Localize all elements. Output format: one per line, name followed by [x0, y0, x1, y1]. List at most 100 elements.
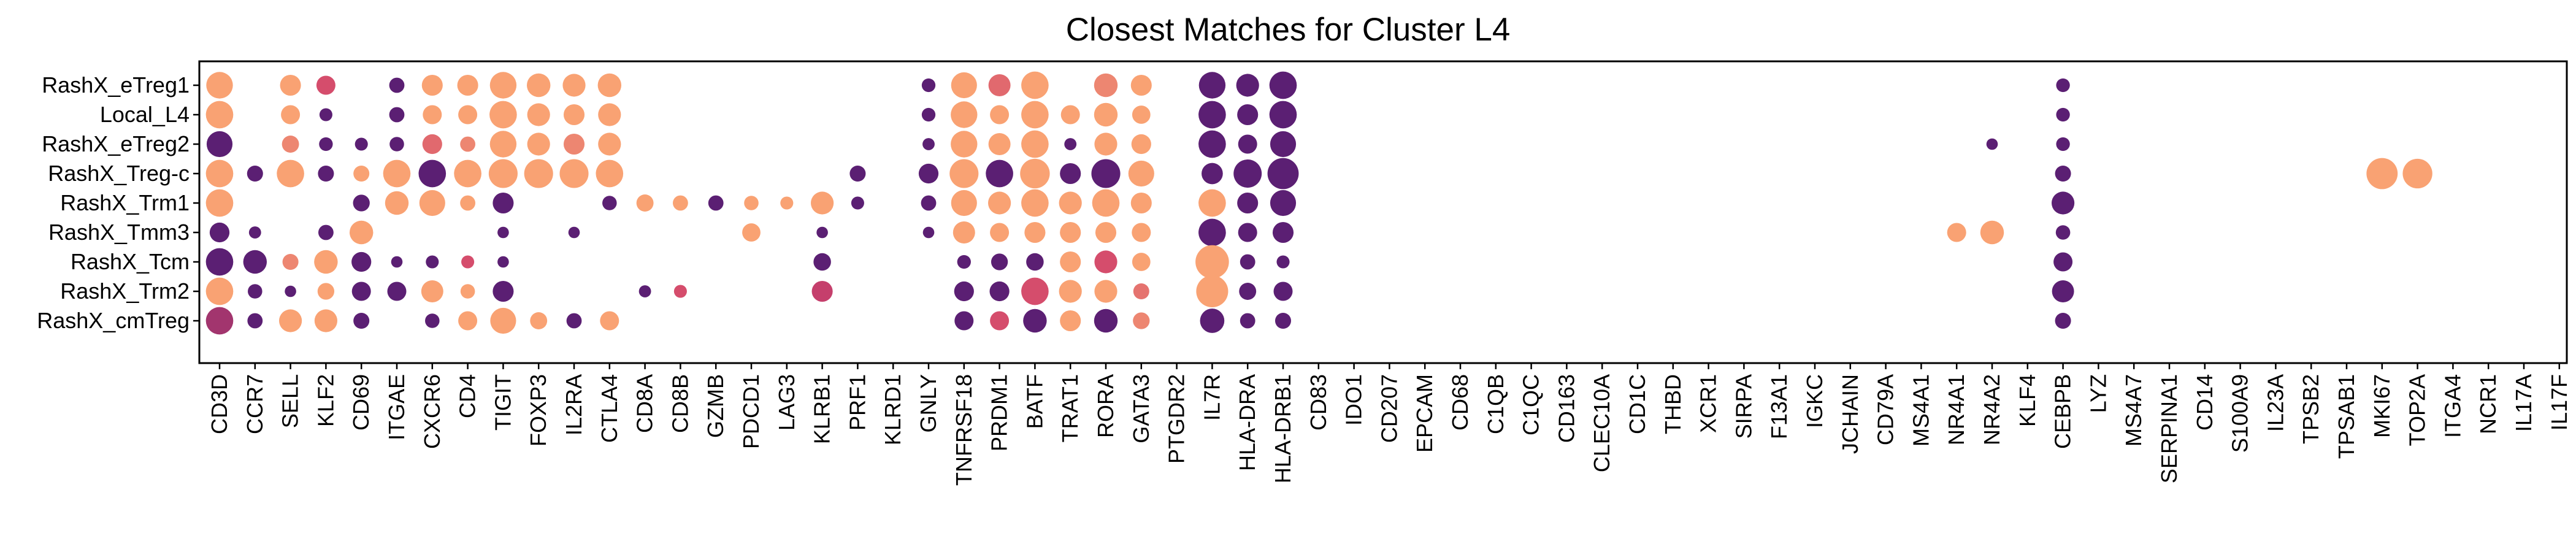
y-tick-label: RashX_cmTreg [37, 308, 190, 333]
dot-RashX_cmTreg-IL7R [1200, 309, 1225, 333]
x-tick-label: FOXP3 [526, 374, 551, 447]
dot-RashX_Trm1-TRAT1 [1059, 191, 1082, 215]
dot-RashX_Treg-c-CD4 [454, 159, 481, 188]
x-tick-label: IL17A [2511, 374, 2536, 432]
dot-RashX_Trm2-CXCR6 [421, 280, 443, 302]
dot-RashX_Treg-c-TRAT1 [1060, 163, 1081, 185]
dot-RashX_eTreg1-BATF [1021, 71, 1049, 99]
dot-RashX_eTreg2-BATF [1021, 130, 1049, 158]
x-tick-label: IL17F [2547, 374, 2572, 431]
dot-RashX_Treg-c-GATA3 [1128, 160, 1154, 187]
dot-Local_L4-RORA [1094, 102, 1118, 127]
dot-RashX_eTreg2-GATA3 [1131, 134, 1151, 155]
dot-RashX_eTreg1-CD3D [206, 72, 233, 99]
dot-RashX_Trm2-CEBPB [2052, 280, 2074, 302]
dot-RashX_Treg-c-RORA [1091, 159, 1121, 188]
dot-RashX_Tmm3-CD3D [209, 222, 230, 243]
dot-RashX_Tcm-RORA [1094, 250, 1117, 274]
dot-RashX_eTreg1-TIGIT [489, 72, 517, 99]
dot-RashX_eTreg1-GNLY [921, 78, 936, 93]
x-tick-label: C1QC [1519, 374, 1544, 435]
dot-RashX_cmTreg-IL2RA [566, 313, 582, 329]
dot-RashX_cmTreg-TRAT1 [1060, 310, 1081, 332]
x-tick-label: C1QB [1483, 374, 1508, 434]
x-tick-label: CD3D [207, 374, 232, 434]
dot-RashX_eTreg1-HLA-DRB1 [1269, 71, 1297, 99]
dot-RashX_eTreg2-GNLY [922, 138, 935, 150]
dot-RashX_Tcm-CXCR6 [426, 255, 439, 269]
x-tick-label: IL23A [2263, 374, 2288, 432]
dot-RashX_Tmm3-NR4A1 [1947, 223, 1966, 242]
dot-RashX_eTreg2-PRDM1 [988, 133, 1011, 155]
dot-Local_L4-FOXP3 [527, 103, 550, 126]
dot-RashX_Treg-c-TIGIT [488, 159, 518, 188]
dot-RashX_Trm1-CD8B [673, 195, 688, 211]
dot-Local_L4-IL2RA [563, 104, 585, 126]
dot-RashX_eTreg1-CD4 [457, 74, 478, 96]
dot-RashX_Tcm-CEBPB [2053, 252, 2073, 272]
dot-Local_L4-CXCR6 [423, 105, 442, 125]
dot-RashX_Tmm3-PDCD1 [742, 223, 761, 242]
dot-RashX_Treg-c-PRF1 [849, 165, 866, 182]
dot-Local_L4-CTLA4 [598, 103, 621, 126]
x-tick-label: GATA3 [1129, 374, 1154, 443]
x-tick-label: KLRD1 [880, 374, 905, 445]
dot-RashX_cmTreg-HLA-DRB1 [1275, 312, 1292, 329]
dot-RashX_eTreg2-CEBPB [2056, 137, 2070, 151]
dot-RashX_eTreg1-HLA-DRA [1236, 74, 1259, 97]
dot-RashX_Trm2-TNFRSF18 [954, 281, 974, 302]
dot-RashX_Trm1-CD69 [353, 194, 370, 212]
dot-RashX_Tmm3-GNLY [922, 226, 935, 239]
x-tick-label: SERPINA1 [2156, 374, 2182, 483]
x-tick-label: TNFRSF18 [951, 374, 976, 486]
dot-RashX_Trm1-PRF1 [851, 196, 864, 210]
dot-Local_L4-GATA3 [1132, 105, 1151, 124]
x-tick-label: CLEC10A [1589, 374, 1614, 472]
dot-RashX_eTreg2-CD4 [460, 136, 475, 152]
dot-RashX_Tcm-SELL [282, 253, 299, 270]
dot-RashX_Treg-c-CXCR6 [418, 159, 447, 188]
dot-RashX_Trm2-CCR7 [248, 284, 263, 299]
dot-RashX_Treg-c-IL2RA [559, 159, 589, 188]
x-tick-label: CXCR6 [420, 374, 445, 449]
dot-RashX_Tcm-TIGIT [497, 256, 509, 268]
dot-RashX_Trm2-HLA-DRB1 [1273, 282, 1293, 301]
dot-Local_L4-TIGIT [489, 101, 517, 129]
dot-RashX_eTreg1-KLF2 [316, 75, 335, 95]
dot-Local_L4-CD3D [205, 101, 234, 129]
dot-RashX_Tmm3-CCR7 [248, 226, 261, 239]
y-tick-label: RashX_Tmm3 [48, 220, 190, 245]
x-tick-label: MKI67 [2369, 374, 2394, 438]
dot-RashX_eTreg2-TRAT1 [1064, 138, 1077, 150]
dot-RashX_cmTreg-BATF [1023, 309, 1047, 333]
dot-RashX_eTreg1-FOXP3 [526, 73, 551, 98]
dot-RashX_eTreg2-ITGAE [389, 137, 404, 151]
dot-RashX_Treg-c-BATF [1020, 158, 1050, 189]
plot-border [198, 60, 2568, 364]
x-tick-label: NR4A1 [1944, 374, 1969, 445]
dot-RashX_Tmm3-PRDM1 [990, 223, 1010, 242]
dot-RashX_Trm2-TRAT1 [1059, 280, 1082, 303]
dot-Local_L4-HLA-DRA [1237, 104, 1259, 126]
dot-RashX_Trm1-CD8A [636, 194, 654, 212]
x-tick-label: PTGDR2 [1164, 374, 1189, 464]
x-tick-label: PDCD1 [738, 374, 764, 449]
dot-RashX_cmTreg-CCR7 [247, 313, 263, 329]
x-tick-label: CD1C [1625, 374, 1650, 434]
dot-RashX_Treg-c-IL7R [1202, 163, 1223, 185]
dot-Local_L4-PRDM1 [990, 105, 1010, 125]
dot-RashX_Treg-c-HLA-DRA [1233, 159, 1262, 188]
dot-RashX_Tmm3-GATA3 [1132, 223, 1151, 242]
x-tick-label: JCHAIN [1838, 374, 1863, 454]
dot-RashX_Tmm3-CD69 [349, 220, 374, 245]
dot-RashX_Tcm-HLA-DRB1 [1276, 255, 1290, 269]
dot-Local_L4-SELL [281, 105, 301, 125]
dot-RashX_eTreg2-HLA-DRA [1238, 134, 1257, 154]
x-tick-label: LAG3 [774, 374, 799, 431]
dot-RashX_Tcm-CD4 [461, 255, 475, 269]
dot-RashX_eTreg2-NR4A2 [1986, 138, 1998, 150]
dot-RashX_Trm2-CD8A [638, 285, 651, 297]
dot-RashX_Trm1-PDCD1 [744, 196, 759, 210]
dot-RashX_Trm2-ITGAE [387, 282, 407, 301]
dot-RashX_Tcm-ITGAE [391, 256, 403, 268]
